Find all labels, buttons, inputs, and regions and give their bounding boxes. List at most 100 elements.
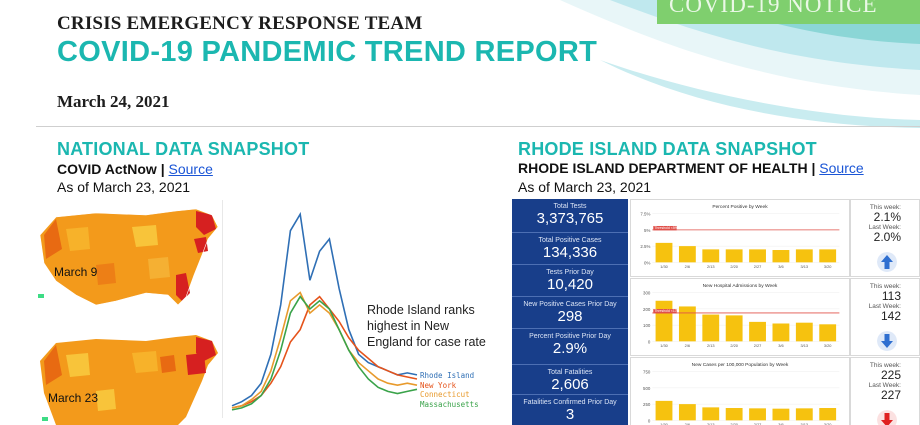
threshold-tag <box>653 309 677 314</box>
x-tick-label: 2/13 <box>707 343 715 348</box>
ri-stats-panel: Total Tests 3,373,765 Total Positive Cas… <box>512 199 628 425</box>
ri-as-of: As of March 23, 2021 <box>518 179 652 195</box>
x-tick-label: 3/6 <box>778 264 783 269</box>
last-week-value: 2.0% <box>873 230 901 244</box>
last-week-value: 142 <box>880 309 901 323</box>
stat-label: Total Positive Cases <box>538 237 602 244</box>
last-week-label: Last Week: <box>868 224 901 231</box>
x-tick-label: 2/13 <box>707 264 715 269</box>
this-week-label: This week: <box>869 204 901 211</box>
national-trend-chart <box>231 211 418 411</box>
x-tick-label: 3/6 <box>778 343 783 348</box>
bar <box>749 408 766 421</box>
x-tick-label: 1/30 <box>660 264 668 269</box>
us-map-march-23 <box>40 335 218 425</box>
bar <box>795 408 813 421</box>
stat-label: Total Fatalities <box>547 369 593 376</box>
x-tick-label: 2/27 <box>754 264 762 269</box>
stat-fatalities-prior-day: Fatalities Confirmed Prior Day 3 <box>512 395 628 425</box>
bar <box>819 324 837 342</box>
x-tick-label: 3/6 <box>778 422 783 425</box>
national-source-line: COVID ActNow | Source <box>57 161 213 177</box>
weekly-percent-positive: This week: 2.1% Last Week: 2.0% <box>850 199 920 277</box>
y-tick-label: 500 <box>643 386 651 391</box>
stat-label: Tests Prior Day <box>546 269 594 276</box>
bar <box>819 249 837 263</box>
stat-value: 2.9% <box>552 340 588 357</box>
stat-percent-positive-prior-day: Percent Positive Prior Day 2.9% <box>512 329 628 365</box>
weekly-cases-per-100k: This week: 225 Last Week: 227 <box>850 357 920 425</box>
ri-source-link[interactable]: Source <box>819 160 864 176</box>
bar <box>655 400 673 421</box>
threshold-label: Threshold <5% <box>654 226 678 230</box>
bar <box>702 249 720 263</box>
stat-value: 3 <box>565 406 575 423</box>
report-header: COVID-19 NOTICE CRISIS EMERGENCY RESPONS… <box>0 0 920 128</box>
stat-tests-prior-day: Tests Prior Day 10,420 <box>512 265 628 297</box>
team-name: CRISIS EMERGENCY RESPONSE TEAM <box>57 13 423 34</box>
bar <box>772 250 790 263</box>
x-tick-label: 1/30 <box>660 422 668 425</box>
last-week-value: 227 <box>880 388 901 402</box>
x-tick-label: 2/6 <box>685 422 690 425</box>
report-date: March 24, 2021 <box>57 92 170 111</box>
y-tick-label: 0 <box>648 339 651 344</box>
x-tick-label: 3/13 <box>801 264 809 269</box>
x-tick-label: 2/6 <box>685 343 690 348</box>
bar <box>655 300 673 342</box>
map-label-march-9: March 9 <box>54 265 98 279</box>
national-as-of: As of March 23, 2021 <box>57 179 191 195</box>
national-source-link[interactable]: Source <box>168 161 213 177</box>
x-tick-label: 2/6 <box>685 264 690 269</box>
stat-total-positive: Total Positive Cases 134,336 <box>512 233 628 265</box>
x-tick-label: 3/20 <box>824 422 832 425</box>
x-tick-label: 2/13 <box>707 422 715 425</box>
x-tick-label: 2/20 <box>730 422 738 425</box>
legend-connecticut: Connecticut <box>420 390 470 399</box>
bar <box>819 408 837 421</box>
arrow-down-icon <box>877 331 897 351</box>
trend-lines <box>231 211 418 411</box>
stat-value: 10,420 <box>547 276 593 293</box>
stat-label: Fatalities Confirmed Prior Day <box>523 399 617 406</box>
bar <box>702 407 720 421</box>
y-tick-label: 0% <box>644 260 650 265</box>
stat-value: 3,373,765 <box>536 210 604 227</box>
stat-label: Total Tests <box>553 203 587 210</box>
x-tick-label: 3/20 <box>824 264 832 269</box>
y-tick-label: 200 <box>643 307 651 312</box>
hospital-admissions-chart: New Hospital Admissions by Week 300 200 100… <box>630 278 850 356</box>
chart-title: New Cases per 100,000 Population by Week <box>692 362 789 368</box>
stat-new-positive-prior-day: New Positive Cases Prior Day 298 <box>512 297 628 329</box>
bar <box>795 249 813 263</box>
y-tick-label: 5% <box>644 228 650 233</box>
stat-label: Percent Positive Prior Day <box>529 333 611 340</box>
bar <box>702 314 720 342</box>
rhode-island-callout: Rhode Island ranks highest in New Englan… <box>367 303 486 349</box>
bar <box>795 322 813 342</box>
bar <box>678 404 696 421</box>
map-label-march-23: March 23 <box>48 391 99 405</box>
last-week-label: Last Week: <box>868 382 901 389</box>
chart-title: New Hospital Admissions by Week <box>703 283 778 289</box>
y-tick-label: 0 <box>648 418 651 423</box>
x-tick-label: 3/13 <box>801 422 809 425</box>
national-source-name: COVID ActNow | <box>57 161 165 177</box>
covid-notice-tab: COVID-19 NOTICE <box>657 0 920 24</box>
bar <box>725 315 743 342</box>
bar <box>678 246 696 263</box>
stat-total-tests: Total Tests 3,373,765 <box>512 199 628 233</box>
ri-weekly-column: This week: 2.1% Last Week: 2.0% This wee… <box>850 199 920 425</box>
trend-series-3 <box>231 295 418 411</box>
chart-title: Percent Positive by Week <box>712 204 768 210</box>
legend-massachusetts: Massachusetts <box>420 399 479 409</box>
report-title: COVID-19 PANDEMIC TREND REPORT <box>57 36 598 68</box>
ri-charts-column: Percent Positive by Week 7.5% 5% 2.5% 0% 1/30… <box>630 199 850 425</box>
threshold-label: Threshold <175 <box>654 309 678 313</box>
weekly-hospital-admissions: This week: 113 Last Week: 142 <box>850 278 920 356</box>
stat-label: New Positive Cases Prior Day <box>523 301 617 308</box>
arrow-up-icon <box>877 252 897 272</box>
x-tick-label: 3/13 <box>801 343 809 348</box>
stat-value: 134,336 <box>542 244 598 261</box>
ri-source-line: RHODE ISLAND DEPARTMENT OF HEALTH | Sour… <box>518 160 864 176</box>
